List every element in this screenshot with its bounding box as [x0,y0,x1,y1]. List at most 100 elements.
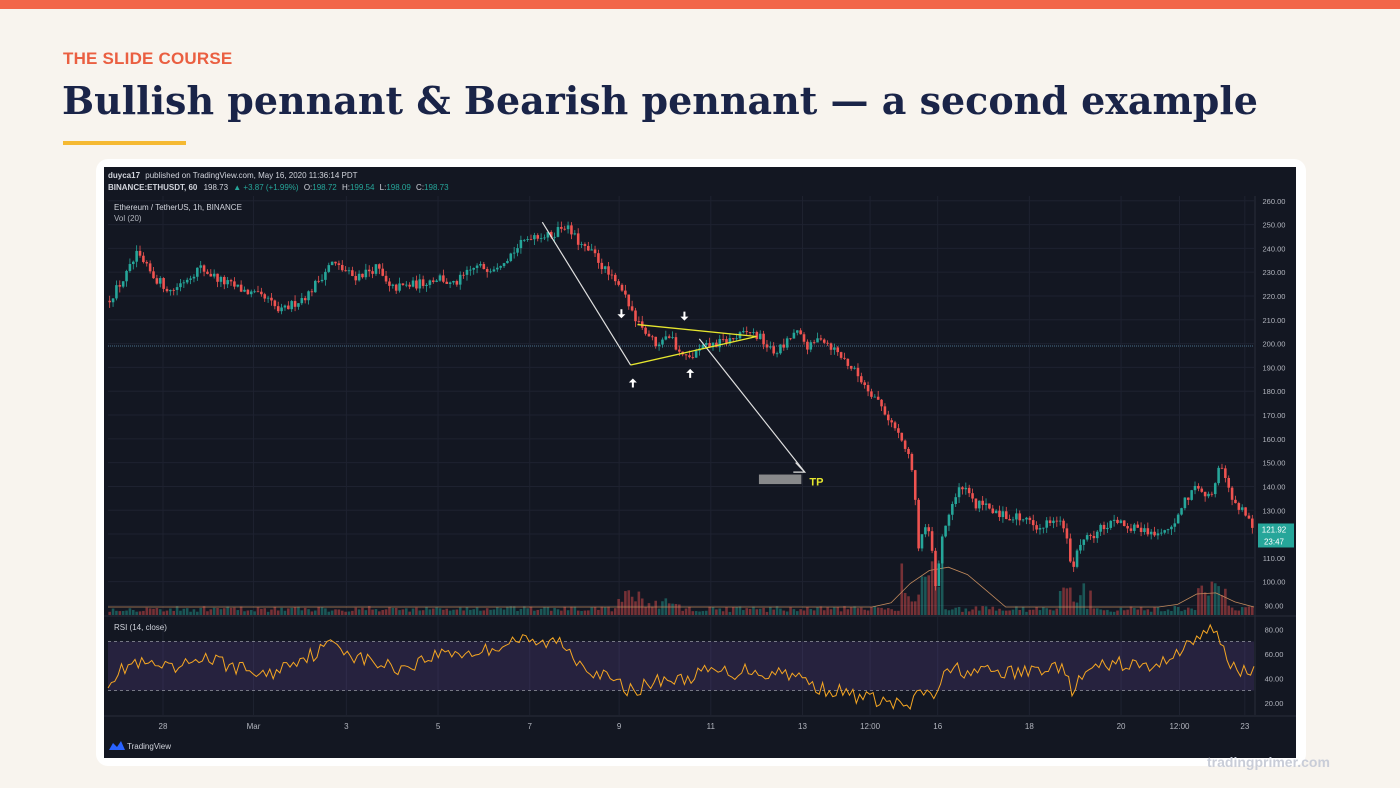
volume-bar [1139,606,1143,615]
volume-bar [421,610,425,615]
candle-body [1102,524,1106,530]
volume-bar [300,610,304,615]
volume-bar [361,607,364,615]
volume-bar [893,610,897,615]
volume-bar [1045,608,1048,615]
candle-body [890,420,893,423]
volume-bar [539,608,543,615]
volume-bar [273,606,277,615]
volume-bar [580,610,583,615]
candle-body [394,284,398,291]
candle-body [1186,497,1190,500]
candle-body [822,339,826,343]
candle-body [715,342,718,348]
candle-body [957,487,961,498]
volume-bar [721,611,725,615]
rsi-tick-label: 60.00 [1265,650,1284,659]
volume-bar [506,606,509,615]
candle-body [1237,503,1241,510]
candle-body [324,271,327,280]
candle-body [947,514,951,526]
candle-body [337,263,341,265]
candle-body [910,453,914,471]
candle-body [843,357,846,359]
candle-body [576,233,580,245]
candle-body [367,269,371,272]
volume-bar [236,610,240,615]
candle-body [964,487,968,490]
last-price: 198.73 [204,183,229,192]
volume-bar [1244,607,1247,615]
volume-bar [401,609,405,615]
volume-bar [779,608,782,615]
candle-body [266,297,270,299]
candle-body [624,290,627,295]
volume-bar [829,609,833,615]
volume-bar [270,609,273,615]
volume-bar [253,611,256,615]
volume-bar [1224,588,1227,615]
tradingview-brand: TradingView [127,742,171,751]
volume-bar [462,610,465,615]
candle-body [226,280,229,285]
volume-bar [708,606,711,615]
candle-body [954,497,957,505]
volume-bar [988,609,991,615]
volume-bar [438,608,442,615]
candle-body [721,339,725,340]
volume-bar [1247,606,1251,615]
tradingview-chart: duyca17 published on TradingView.com, Ma… [104,167,1296,758]
volume-bar [735,607,738,615]
candle-body [1146,528,1150,535]
volume-bar [142,610,145,615]
volume-bar [593,606,597,615]
price-tick-label: 170.00 [1263,411,1286,420]
white-arrow-down [680,311,689,321]
candle-body [1106,527,1109,530]
volume-bar [155,608,159,615]
tp-label: TP [809,476,823,488]
candle-body [512,252,516,254]
volume-bar [880,607,883,615]
volume-bar [566,610,570,615]
candle-body [620,284,624,291]
candle-body [1045,520,1048,528]
candle-body [297,303,300,307]
candle-body [293,301,297,307]
volume-bar [1112,611,1116,615]
rsi-line [107,623,1255,711]
volume-bar [546,607,550,615]
volume-bar [876,607,880,615]
volume-bar [206,611,209,615]
candle-body [651,336,654,338]
candle-body [991,508,995,514]
volume-bar [415,607,418,615]
volume-bar [1190,608,1193,615]
candle-body [846,358,850,366]
candle-body [940,536,944,564]
candle-body [1160,532,1163,534]
candle-body [816,338,819,343]
volume-bar [1015,606,1018,615]
candle-body [1018,513,1022,521]
title-underline [63,141,186,145]
price-tick-label: 160.00 [1263,435,1286,444]
candle-body [458,274,462,285]
candle-body [1052,520,1055,524]
volume-bar [185,608,189,615]
candle-body [408,284,411,287]
candle-body [361,273,364,278]
volume-bar [661,601,664,615]
volume-bar [189,611,192,615]
axes: 260.00 250.00 240.00 230.00 220.00 210.00 200.… [159,196,1294,731]
volume-bar [502,609,506,615]
candle-body [1001,511,1005,518]
candles [108,221,1254,591]
volume-bar [209,609,213,615]
volume-bar [482,610,486,615]
candle-body [1220,467,1224,469]
white-arrow-up [628,378,637,388]
candle-body [907,448,910,454]
volume-bar [1099,609,1102,615]
volume-bar [1176,606,1180,615]
